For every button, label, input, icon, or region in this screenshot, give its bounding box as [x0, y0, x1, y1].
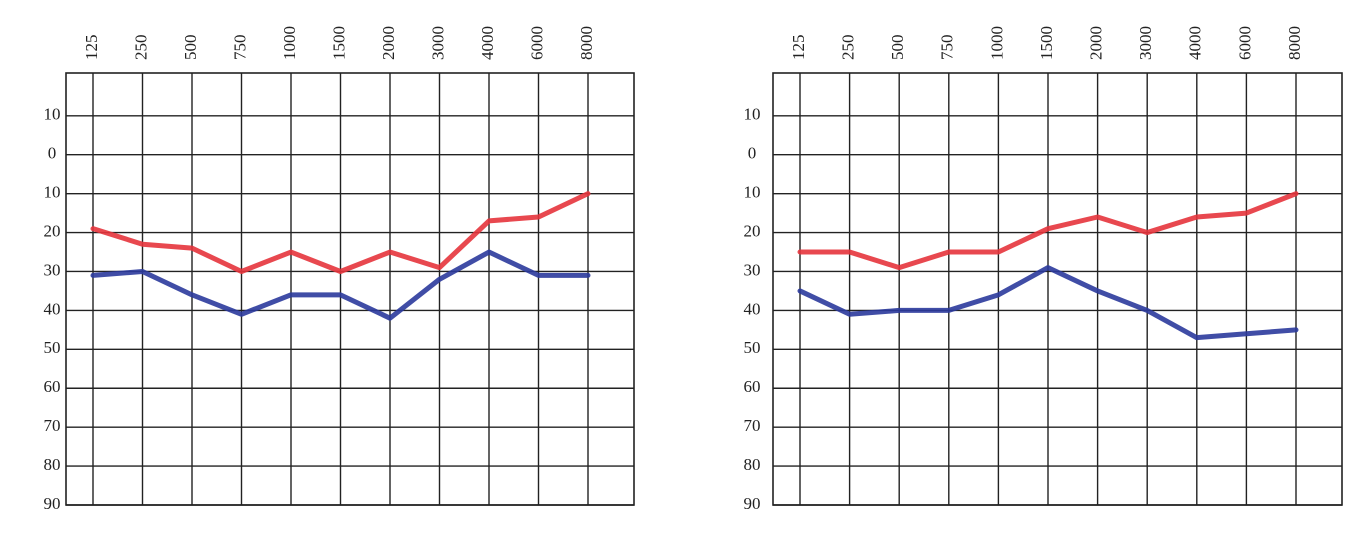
- y-tick-label: 50: [744, 338, 761, 357]
- y-tick-label: 10: [44, 183, 61, 202]
- y-tick-label: 0: [48, 144, 57, 163]
- x-tick-label: 6000: [1235, 26, 1254, 60]
- x-tick-label: 1500: [329, 26, 348, 60]
- y-tick-label: 70: [744, 416, 761, 435]
- y-tick-label: 80: [44, 455, 61, 474]
- y-tick-label: 10: [744, 105, 761, 124]
- y-tick-label: 10: [44, 105, 61, 124]
- x-tick-label: 3000: [428, 26, 447, 60]
- y-tick-label: 90: [44, 494, 61, 513]
- plot-frame: [772, 72, 1343, 506]
- x-tick-label: 750: [938, 35, 957, 61]
- x-tick-label: 8000: [577, 26, 596, 60]
- x-tick-label: 1500: [1037, 26, 1056, 60]
- y-tick-label: 0: [748, 144, 757, 163]
- x-tick-label: 125: [82, 35, 101, 61]
- y-tick-label: 50: [44, 338, 61, 357]
- x-tick-label: 4000: [1186, 26, 1205, 60]
- data-line: [797, 191, 1299, 271]
- x-tick-label: 1000: [280, 26, 299, 60]
- x-tick-label: 4000: [478, 26, 497, 60]
- x-tick-label: 250: [839, 35, 858, 61]
- x-tick-label: 1000: [987, 26, 1006, 60]
- data-line: [797, 265, 1299, 341]
- x-tick-label: 125: [789, 35, 808, 61]
- x-tick-label: 2000: [1087, 26, 1106, 60]
- data-line: [90, 249, 591, 321]
- y-tick-label: 20: [44, 221, 61, 240]
- y-tick-label: 80: [744, 455, 761, 474]
- y-tick-label: 10: [744, 183, 761, 202]
- x-tick-label: 750: [230, 35, 249, 61]
- y-tick-label: 60: [744, 377, 761, 396]
- y-tick-label: 40: [744, 299, 761, 318]
- y-tick-label: 70: [44, 416, 61, 435]
- y-tick-label: 20: [744, 221, 761, 240]
- data-line: [90, 191, 591, 274]
- x-tick-label: 500: [181, 35, 200, 61]
- x-tick-label: 3000: [1136, 26, 1155, 60]
- x-tick-label: 250: [131, 35, 150, 61]
- y-tick-label: 40: [44, 299, 61, 318]
- x-tick-label: 6000: [527, 26, 546, 60]
- y-tick-label: 30: [744, 260, 761, 279]
- x-tick-label: 500: [888, 35, 907, 61]
- y-tick-label: 60: [44, 377, 61, 396]
- y-tick-label: 30: [44, 260, 61, 279]
- x-tick-label: 2000: [379, 26, 398, 60]
- x-tick-label: 8000: [1285, 26, 1304, 60]
- y-tick-label: 90: [744, 494, 761, 513]
- plot-frame: [65, 72, 635, 506]
